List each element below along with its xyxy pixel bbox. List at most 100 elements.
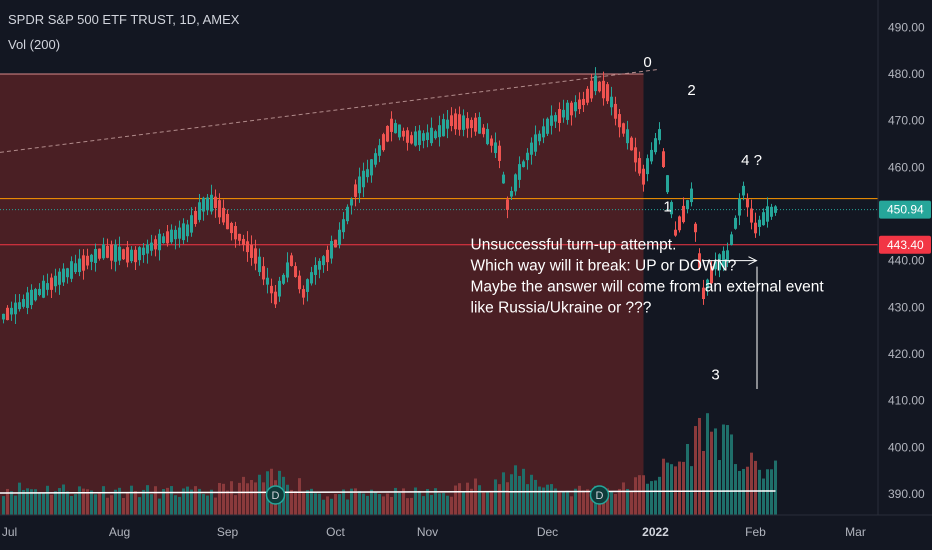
volume-bar: [74, 494, 77, 515]
candle: [458, 114, 461, 130]
volume-bar: [394, 487, 397, 515]
volume-bar: [626, 488, 629, 515]
candle: [754, 222, 757, 234]
candle: [82, 255, 85, 271]
volume-bar: [370, 489, 373, 515]
volume-bar: [534, 479, 537, 515]
volume-bar: [622, 482, 625, 515]
volume-bar: [754, 460, 757, 515]
volume-bar: [430, 494, 433, 515]
volume-bar: [706, 413, 709, 515]
volume-bar: [426, 489, 429, 515]
volume-bar: [182, 488, 185, 515]
volume-bar: [146, 485, 149, 515]
volume-bar: [402, 488, 405, 515]
volume-bar: [658, 476, 661, 515]
candle: [106, 245, 109, 258]
volume-bar: [422, 496, 425, 515]
candle: [14, 302, 17, 315]
volume-bar: [18, 482, 21, 515]
volume-bar: [362, 493, 365, 515]
candle: [242, 238, 245, 246]
volume-bar: [722, 424, 725, 515]
volume-bar: [438, 493, 441, 515]
volume-bar: [334, 493, 337, 515]
candle: [622, 123, 625, 134]
volume-bar: [34, 489, 37, 515]
candle: [334, 239, 337, 248]
volume-bar: [78, 486, 81, 515]
volume-bar: [70, 496, 73, 515]
volume-bar: [662, 458, 665, 515]
candle: [22, 299, 25, 307]
candle: [534, 134, 537, 152]
candle: [490, 138, 493, 146]
candle: [486, 128, 489, 145]
volume-bar: [238, 482, 241, 515]
candle: [646, 158, 649, 175]
dividend-marker: [265, 485, 286, 505]
volume-bar: [526, 484, 529, 515]
volume-bar: [566, 490, 569, 515]
price-tag: [879, 200, 931, 219]
volume-bar: [126, 492, 129, 515]
volume-bar: [542, 487, 545, 515]
volume-bar: [390, 496, 393, 515]
candle: [278, 280, 281, 297]
volume-bar: [214, 497, 217, 515]
candle: [550, 115, 553, 126]
candle: [382, 134, 385, 151]
volume-bar: [26, 488, 29, 515]
volume-bar: [650, 481, 653, 515]
candle: [102, 244, 105, 259]
wave-label: 4 ?: [741, 152, 762, 169]
candle: [650, 149, 653, 162]
price-tick-label: 440.00: [888, 254, 925, 268]
candle: [694, 223, 697, 233]
volume-bar: [718, 460, 721, 515]
candle: [706, 279, 709, 289]
volume-bar: [758, 469, 761, 515]
candle: [502, 174, 505, 184]
volume-bar: [386, 493, 389, 515]
volume-bar: [254, 482, 257, 515]
time-tick-label: 2022: [642, 525, 669, 539]
candle: [162, 236, 165, 244]
candle: [746, 198, 749, 208]
candle: [158, 233, 161, 251]
volume-bar: [306, 490, 309, 515]
volume-bar: [730, 434, 733, 515]
candle: [454, 113, 457, 130]
candle: [390, 118, 393, 132]
volume-bar: [326, 496, 329, 515]
candle: [702, 287, 705, 300]
candle: [138, 247, 141, 261]
annotation-line: Unsuccessful turn-up attempt.: [471, 236, 677, 253]
candle: [434, 131, 437, 139]
candle: [614, 103, 617, 119]
candle: [318, 260, 321, 270]
candle: [718, 254, 721, 271]
candle: [758, 219, 761, 227]
price-tick-label: 460.00: [888, 160, 925, 174]
price-tick-label: 480.00: [888, 67, 925, 81]
candle: [98, 248, 101, 259]
volume-bar: [606, 488, 609, 515]
volume-bar: [446, 495, 449, 515]
candle: [314, 265, 317, 275]
volume-bar: [738, 470, 741, 515]
volume-bar: [58, 488, 61, 515]
candle: [514, 174, 517, 192]
candle: [590, 80, 593, 99]
volume-bar: [150, 494, 153, 515]
volume-bar: [642, 475, 645, 515]
volume-bar: [434, 488, 437, 515]
volume-bar: [66, 491, 69, 515]
volume-bar: [22, 489, 25, 515]
candle: [42, 280, 45, 298]
candle: [78, 258, 81, 273]
candle: [710, 266, 713, 284]
volume-bar: [586, 489, 589, 515]
